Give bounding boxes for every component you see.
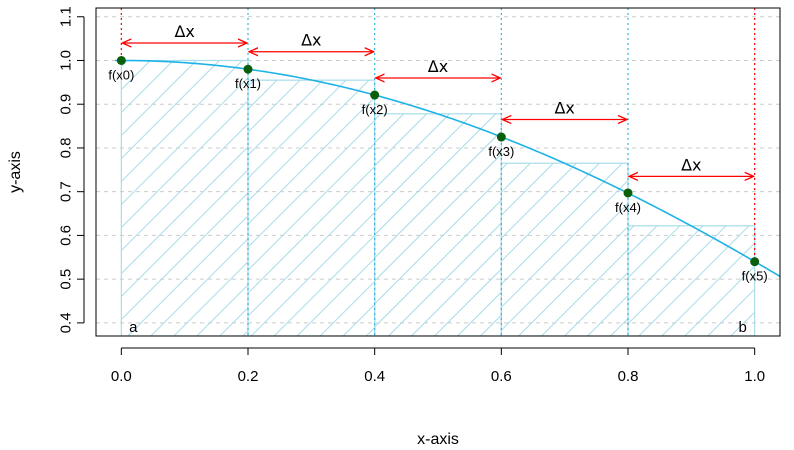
point-label-3: f(x3) bbox=[488, 144, 514, 159]
plot-frame bbox=[95, 7, 781, 337]
delta-x-arrows: Δx Δx Δx Δx Δx bbox=[122, 22, 753, 176]
x-tick-label-0: 0.0 bbox=[111, 368, 132, 385]
y-tick-label-7: 1.1 bbox=[58, 6, 75, 27]
point-label-0: f(x0) bbox=[108, 67, 134, 82]
x-axis-title: x-axis bbox=[417, 431, 459, 448]
curve-line bbox=[114, 59, 780, 278]
x-axis: 0.0 0.2 0.4 0.6 0.8 1.0 bbox=[111, 347, 765, 385]
point-label-2: f(x2) bbox=[362, 102, 388, 117]
delta-x-label-0: Δx bbox=[174, 22, 194, 41]
function-points: f(x0) f(x1) f(x2) f(x3) f(x4) f(x5) bbox=[108, 55, 768, 284]
function-curve bbox=[114, 59, 780, 278]
y-tick-label-6: 1.0 bbox=[58, 50, 75, 71]
point-5 bbox=[750, 257, 760, 267]
y-axis: 0.4 0.5 0.6 0.7 0.8 0.9 1.0 1.1 bbox=[58, 6, 85, 333]
y-tick-label-3: 0.7 bbox=[58, 181, 75, 202]
point-label-4: f(x4) bbox=[615, 200, 641, 215]
y-tick-label-1: 0.5 bbox=[58, 269, 75, 290]
x-tick-label-3: 0.6 bbox=[491, 368, 512, 385]
point-3 bbox=[496, 132, 506, 142]
bound-label-b: b bbox=[738, 319, 746, 336]
point-label-5: f(x5) bbox=[742, 269, 768, 284]
delta-x-label-4: Δx bbox=[681, 155, 701, 174]
y-tick-label-4: 0.8 bbox=[58, 138, 75, 159]
delta-x-label-1: Δx bbox=[301, 31, 321, 50]
bound-label-a: a bbox=[129, 319, 138, 336]
rectangle-3 bbox=[500, 162, 629, 336]
y-tick-label-5: 0.9 bbox=[58, 94, 75, 115]
y-tick-label-0: 0.4 bbox=[58, 312, 75, 333]
x-tick-label-2: 0.4 bbox=[364, 368, 385, 385]
delta-x-label-3: Δx bbox=[554, 99, 574, 118]
x-tick-label-4: 0.8 bbox=[618, 368, 639, 385]
partition-lines bbox=[120, 8, 756, 336]
rectangle-1 bbox=[247, 79, 376, 336]
point-label-1: f(x1) bbox=[235, 76, 261, 91]
point-2 bbox=[370, 90, 380, 100]
point-0 bbox=[116, 55, 126, 65]
rectangle-0 bbox=[120, 59, 249, 336]
y-axis-title: y-axis bbox=[7, 151, 24, 193]
point-4 bbox=[623, 188, 633, 198]
x-tick-label-1: 0.2 bbox=[238, 368, 259, 385]
point-1 bbox=[243, 64, 253, 74]
x-tick-label-5: 1.0 bbox=[744, 368, 765, 385]
y-tick-label-2: 0.6 bbox=[58, 225, 75, 246]
delta-x-label-2: Δx bbox=[428, 57, 448, 76]
rectangle-2 bbox=[374, 113, 502, 336]
